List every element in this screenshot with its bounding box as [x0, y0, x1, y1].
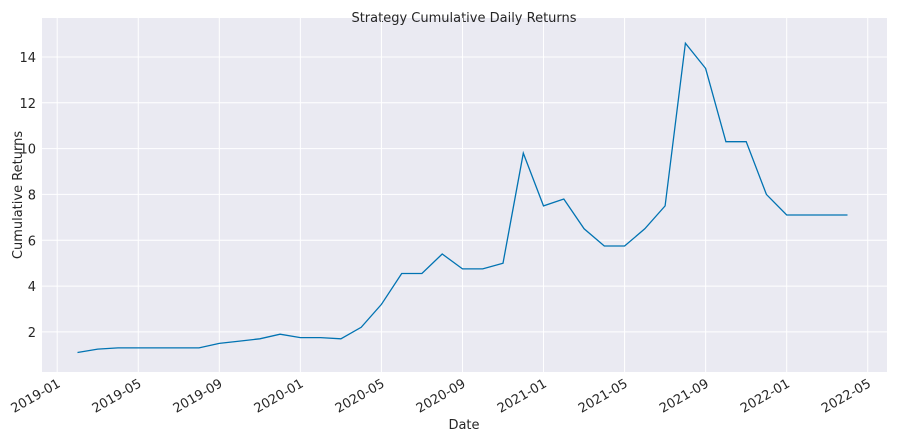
chart-title: Strategy Cumulative Daily Returns — [351, 11, 576, 26]
y-tick-label: 6 — [28, 234, 36, 249]
y-tick-label: 14 — [19, 51, 36, 66]
x-tick-label: 2020-01 — [252, 376, 307, 416]
y-axis-label: Cumulative Returns — [11, 131, 26, 259]
x-tick-label: 2020-09 — [414, 376, 469, 416]
x-tick-label: 2021-05 — [576, 376, 631, 416]
x-tick-label: 2021-01 — [495, 376, 550, 416]
y-tick-label: 10 — [19, 143, 36, 158]
x-tick-label: 2019-09 — [171, 376, 226, 416]
plot-area — [42, 18, 887, 372]
y-tick-label: 8 — [28, 188, 36, 203]
y-tick-label: 2 — [28, 326, 36, 341]
x-tick-label: 2021-09 — [657, 376, 712, 416]
x-tick-label: 2020-05 — [333, 376, 388, 416]
x-tick-label: 2019-05 — [90, 376, 145, 416]
data-line — [77, 41, 848, 354]
x-tick-label: 2022-05 — [819, 376, 874, 416]
y-tick-label: 4 — [28, 280, 36, 295]
x-tick-label: 2019-01 — [9, 376, 64, 416]
x-axis-label: Date — [448, 418, 479, 433]
x-tick-label: 2022-01 — [738, 376, 793, 416]
y-tick-label: 12 — [19, 97, 36, 112]
